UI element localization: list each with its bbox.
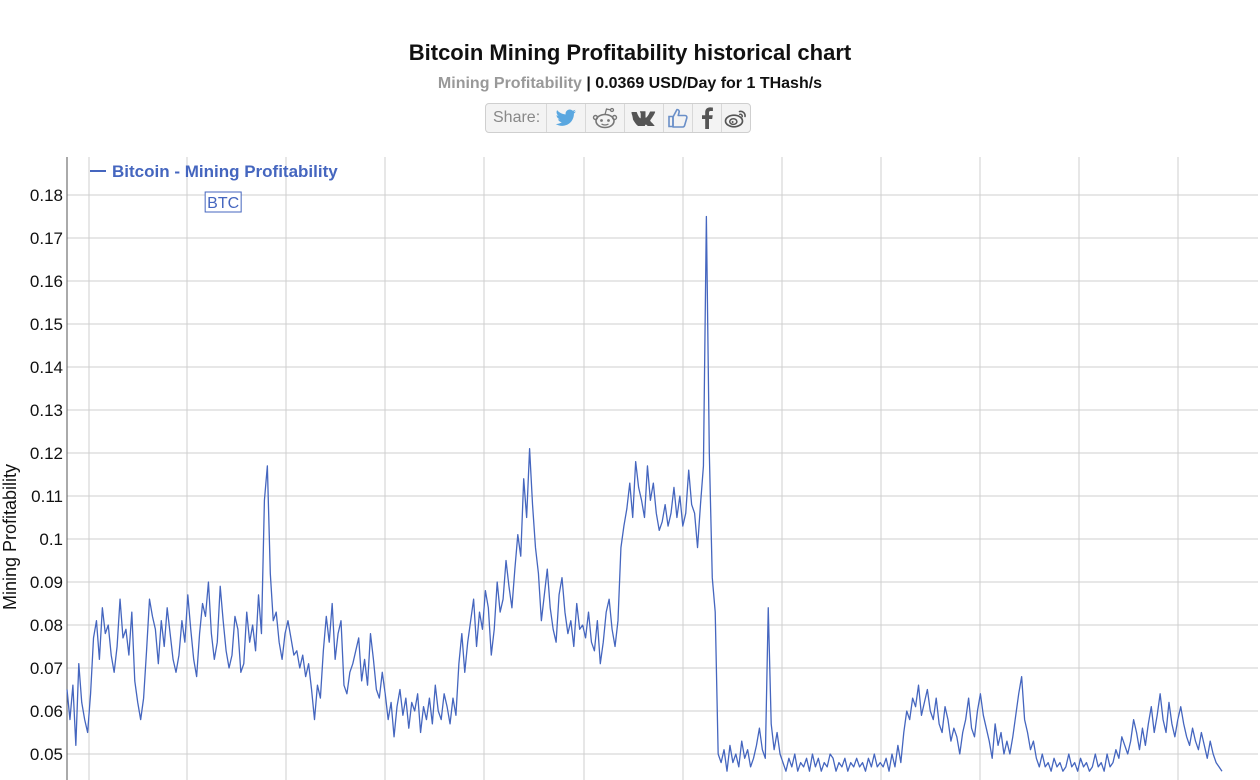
share-vk-button[interactable] [624,104,663,132]
y-axis-tick-labels: 0.05 0.06 0.07 0.08 0.09 0.1 0.11 0.12 0.13 0.14 0… [30,186,63,764]
share-facebook-button[interactable] [692,104,721,132]
y-tick-label-9: 0.14 [30,358,63,377]
share-label: Share: [493,109,541,126]
y-tick-label-3: 0.08 [30,616,63,635]
horizontal-gridlines [67,194,1258,755]
y-tick-label-13: 0.18 [30,186,63,205]
y-tick-label-2: 0.07 [30,659,63,678]
y-tick-label-4: 0.09 [30,573,63,592]
series-line-bitcoin-mining-profitability [66,215,1223,772]
share-reddit-button[interactable] [585,104,624,132]
share-like-button[interactable] [663,104,692,132]
annotation-label-btc: BTC [207,195,239,212]
share-weibo-button[interactable] [721,104,750,132]
legend-entry-bitcoin-mining-profitability: Bitcoin - Mining Profitability [112,162,338,181]
y-tick-label-11: 0.16 [30,272,63,291]
subtitle-metric-label: Mining Profitability [437,75,582,92]
like-icon [668,108,688,128]
twitter-icon [555,109,577,126]
y-tick-label-8: 0.13 [30,401,63,420]
peak-annotation: BTC [204,191,242,213]
facebook-icon [702,107,714,129]
vk-icon [631,111,656,126]
annotation-box [204,191,242,213]
y-tick-label-0: 0.05 [30,745,63,764]
legend: Bitcoin - Mining Profitability [90,162,338,181]
y-tick-label-1: 0.06 [30,702,63,721]
y-tick-label-7: 0.12 [30,444,63,463]
chart-title: Bitcoin Mining Profitability historical … [408,40,852,65]
y-tick-label-5: 0.1 [39,530,63,549]
subtitle-metric-value: | 0.0369 USD/Day for 1 THash/s [586,75,823,92]
share-bar: Share: [485,103,752,133]
share-twitter-button[interactable] [546,104,585,132]
weibo-icon [724,110,746,128]
chart-subtitle: Mining Profitability | 0.0369 USD/Day fo… [0,75,1260,93]
reddit-icon [592,107,618,129]
y-tick-label-10: 0.15 [30,315,63,334]
y-axis-label: Mining Profitability [0,464,20,610]
y-tick-label-12: 0.17 [30,229,63,248]
profitability-line-chart: 0.05 0.06 0.07 0.08 0.09 0.1 0.11 0.12 0.13 0.14 0… [0,157,1258,780]
y-tick-label-6: 0.11 [31,487,63,506]
vertical-gridlines [88,157,1179,780]
